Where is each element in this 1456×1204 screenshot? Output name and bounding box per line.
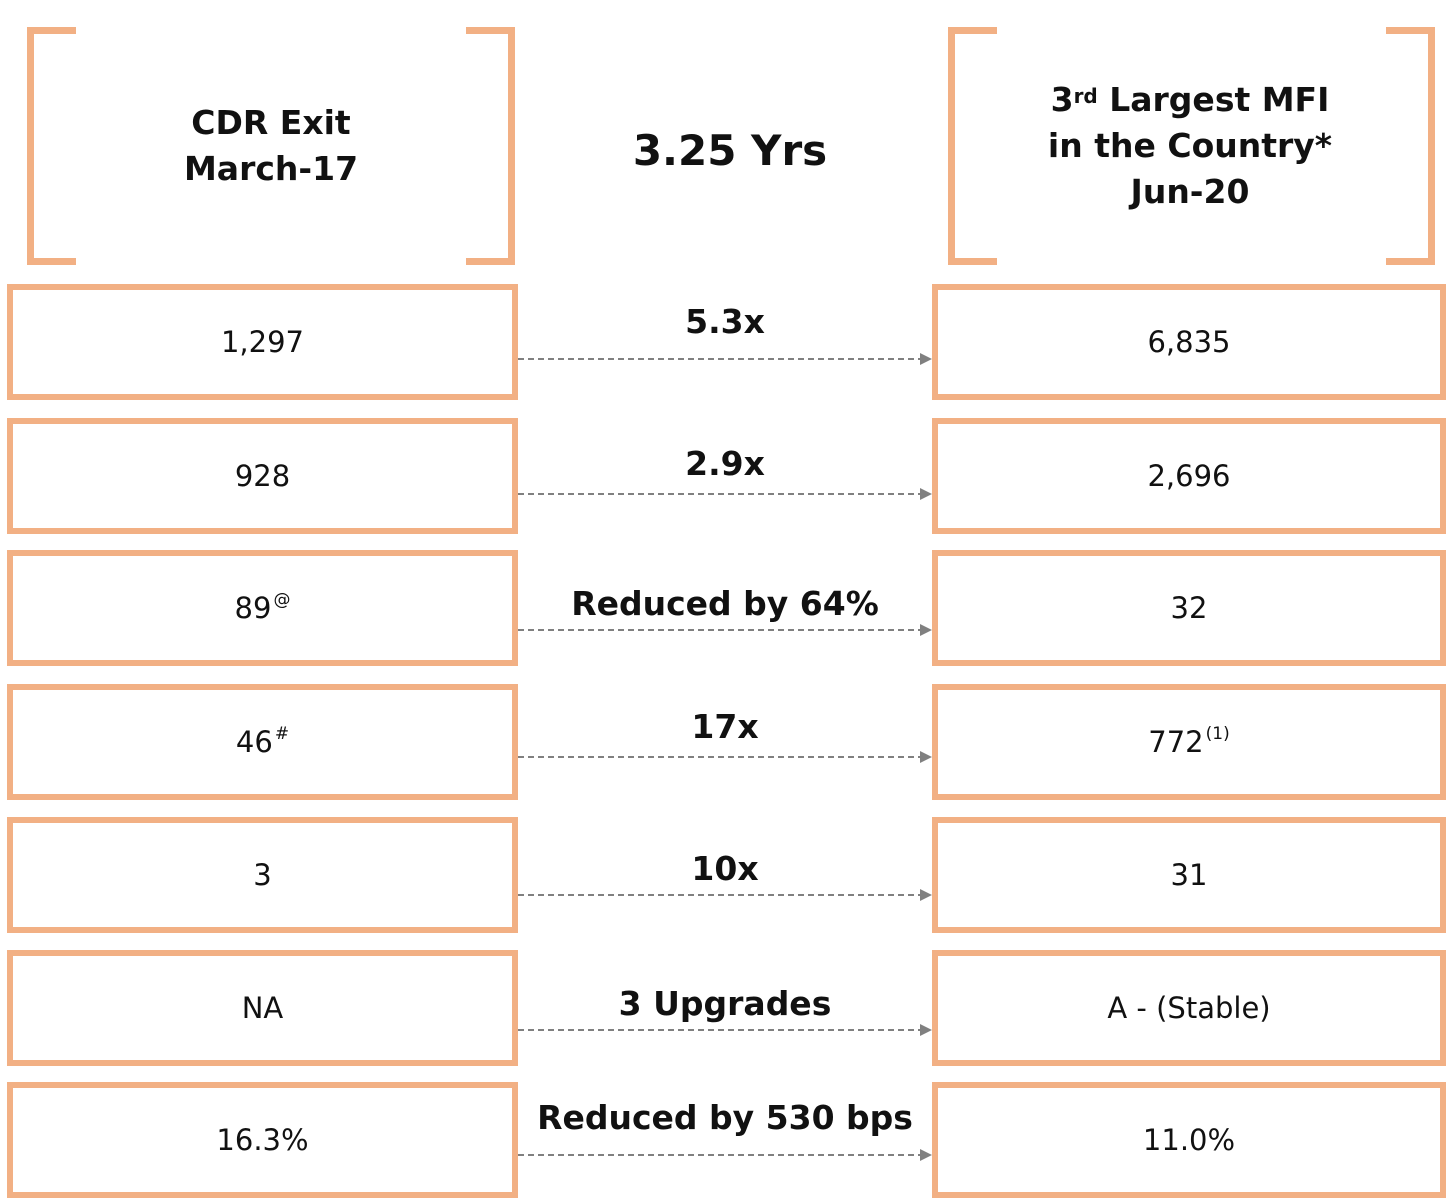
left-value-box: 89 @: [7, 550, 518, 666]
left-bracket-close: [466, 27, 515, 265]
right-value-box: 11.0%: [932, 1082, 1446, 1198]
left-value: 928: [234, 459, 291, 493]
right-value: 772: [1148, 725, 1204, 759]
change-label: 5.3x: [685, 302, 765, 341]
change-label: 10x: [691, 849, 759, 888]
left-bracket-open: [27, 27, 76, 265]
left-value: NA: [241, 991, 284, 1025]
header-right-line1: 3rd Largest MFI: [1051, 77, 1330, 123]
left-value: 46: [235, 725, 273, 759]
change-label: 3 Upgrades: [618, 984, 832, 1023]
header-left-line1: CDR Exit: [191, 103, 351, 142]
header-middle: 3.25 Yrs: [520, 90, 940, 210]
left-value-box: 928: [7, 418, 518, 534]
header-right-line2: in the Country*: [1047, 126, 1333, 165]
change-label: 17x: [691, 707, 759, 746]
right-value: 32: [1170, 591, 1208, 625]
left-value-box: 1,297: [7, 284, 518, 400]
right-value-box: 772 (1): [932, 684, 1446, 800]
header-right-rank: 3: [1050, 80, 1074, 119]
header-right-rank-suffix: rd: [1073, 84, 1098, 108]
left-value-box: NA: [7, 950, 518, 1066]
left-value-footnote-mark: @: [273, 590, 291, 610]
right-value: 31: [1170, 858, 1208, 892]
left-value: 16.3%: [216, 1123, 309, 1157]
right-value: 6,835: [1147, 325, 1231, 359]
right-value-footnote-mark: (1): [1205, 724, 1230, 744]
right-value-box: 2,696: [932, 418, 1446, 534]
right-value: 11.0%: [1142, 1123, 1236, 1157]
change-label: Reduced by 530 bps: [537, 1098, 913, 1137]
right-value-box: 6,835: [932, 284, 1446, 400]
header-duration: 3.25 Yrs: [632, 125, 828, 175]
change-label: 2.9x: [685, 444, 765, 483]
left-value-box: 46 #: [7, 684, 518, 800]
right-bracket-open: [948, 27, 997, 265]
left-value: 89: [234, 591, 272, 625]
header-left-line2: March-17: [183, 149, 359, 188]
header-right: 3rd Largest MFI in the Country* Jun-20: [956, 27, 1424, 265]
right-value-box: 32: [932, 550, 1446, 666]
right-value-box: 31: [932, 817, 1446, 933]
change-label: Reduced by 64%: [571, 584, 879, 623]
left-value-box: 16.3%: [7, 1082, 518, 1198]
left-value-footnote-mark: #: [274, 724, 290, 744]
left-value: 3: [253, 858, 272, 892]
right-bracket-close: [1386, 27, 1435, 265]
right-value: A - (Stable): [1107, 991, 1271, 1025]
right-value: 2,696: [1147, 459, 1231, 493]
header-left: CDR Exit March-17: [36, 27, 506, 265]
header-right-line1-rest: Largest MFI: [1097, 80, 1330, 119]
left-value-box: 3: [7, 817, 518, 933]
left-value: 1,297: [220, 325, 305, 359]
right-value-box: A - (Stable): [932, 950, 1446, 1066]
header-right-line3: Jun-20: [1130, 172, 1250, 211]
